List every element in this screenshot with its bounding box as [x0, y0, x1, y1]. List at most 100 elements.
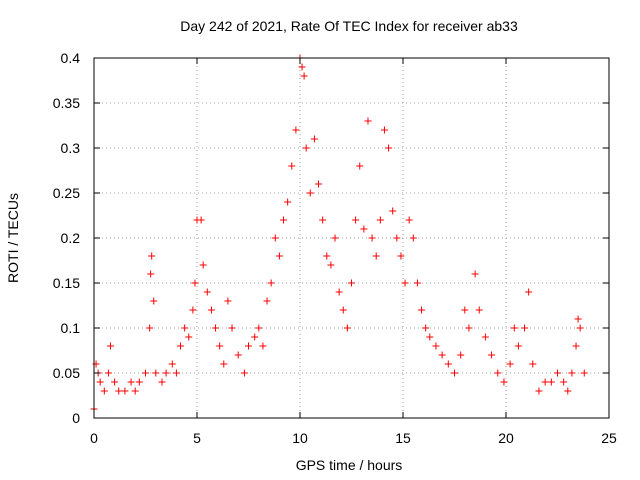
data-point	[152, 369, 160, 377]
data-point	[339, 306, 347, 314]
data-point	[280, 216, 288, 224]
data-point	[535, 387, 543, 395]
data-point	[465, 324, 473, 332]
y-axis-label: ROTI / TECUs	[5, 193, 21, 283]
data-point	[525, 288, 533, 296]
data-point	[560, 378, 568, 386]
data-point	[298, 63, 306, 71]
data-point	[327, 261, 335, 269]
data-point	[181, 324, 189, 332]
data-point	[564, 387, 572, 395]
data-point	[106, 342, 114, 350]
x-tick-label: 10	[292, 430, 308, 446]
data-point	[510, 324, 518, 332]
data-point	[310, 135, 318, 143]
data-point	[376, 216, 384, 224]
x-tick-label: 0	[90, 430, 98, 446]
data-point	[547, 378, 555, 386]
data-point	[212, 324, 220, 332]
data-point	[284, 198, 292, 206]
data-point	[422, 324, 430, 332]
data-point	[500, 378, 508, 386]
data-point	[146, 324, 154, 332]
data-point	[142, 369, 149, 377]
data-point	[96, 378, 104, 386]
data-point	[554, 369, 561, 377]
data-point	[356, 162, 364, 170]
chart-title: Day 242 of 2021, Rate Of TEC Index for r…	[180, 18, 518, 34]
data-point	[364, 117, 372, 125]
x-tick-label: 25	[601, 430, 617, 446]
data-point	[172, 369, 180, 377]
data-point	[409, 234, 417, 242]
data-point	[207, 306, 215, 314]
data-point	[389, 207, 397, 215]
data-point	[413, 279, 421, 287]
data-point	[444, 360, 452, 368]
y-tick-label: 0.25	[53, 185, 80, 201]
x-tick-label: 5	[193, 430, 201, 446]
data-point	[111, 378, 119, 386]
y-tick-label: 0	[72, 410, 80, 426]
data-point	[471, 270, 479, 278]
data-point	[343, 324, 351, 332]
data-point	[348, 279, 355, 287]
data-point	[191, 279, 199, 287]
data-point	[576, 324, 584, 332]
data-point	[131, 387, 139, 395]
data-point	[168, 360, 176, 368]
y-tick-label: 0.35	[53, 95, 80, 111]
data-point	[319, 216, 327, 224]
x-axis-label: GPS time / hours	[296, 457, 403, 473]
data-point	[162, 369, 170, 377]
data-point	[397, 252, 405, 260]
data-point	[572, 342, 580, 350]
data-point	[481, 333, 489, 341]
data-point	[251, 333, 259, 341]
data-point	[177, 342, 185, 350]
data-point	[267, 279, 275, 287]
data-point	[432, 342, 440, 350]
data-point	[228, 324, 236, 332]
data-point	[288, 162, 296, 170]
data-points	[90, 54, 588, 413]
data-point	[148, 252, 156, 260]
data-point	[521, 324, 529, 332]
data-point	[529, 360, 537, 368]
data-point	[300, 72, 308, 80]
data-point	[100, 387, 108, 395]
axis-ticks	[93, 57, 610, 419]
data-point	[306, 189, 314, 197]
data-point	[259, 342, 267, 350]
data-point	[323, 252, 331, 260]
grid-lines	[94, 58, 609, 418]
y-tick-label: 0.15	[53, 275, 80, 291]
data-point	[271, 234, 279, 242]
data-point	[331, 234, 339, 242]
data-point	[514, 342, 522, 350]
data-point	[401, 279, 409, 287]
data-point	[275, 252, 283, 260]
data-point	[302, 144, 310, 152]
data-point	[127, 378, 135, 386]
data-point	[461, 306, 469, 314]
data-point	[234, 351, 242, 359]
data-point	[197, 216, 205, 224]
data-point	[240, 369, 248, 377]
data-point	[216, 342, 224, 350]
data-point	[368, 234, 376, 242]
y-tick-label: 0.05	[53, 365, 80, 381]
data-point	[203, 288, 211, 296]
data-point	[352, 216, 360, 224]
data-point	[393, 234, 401, 242]
x-tick-label: 20	[498, 430, 514, 446]
data-point	[541, 378, 549, 386]
data-point	[199, 261, 207, 269]
data-point	[115, 387, 123, 395]
y-tick-label: 0.4	[61, 50, 81, 66]
data-point	[405, 216, 413, 224]
tick-labels: 0 5 10 15 20 25 0 0.05 0.1 0.15 0.2 0.25 0.3 0.35 0.4	[53, 50, 617, 446]
data-point	[255, 324, 263, 332]
